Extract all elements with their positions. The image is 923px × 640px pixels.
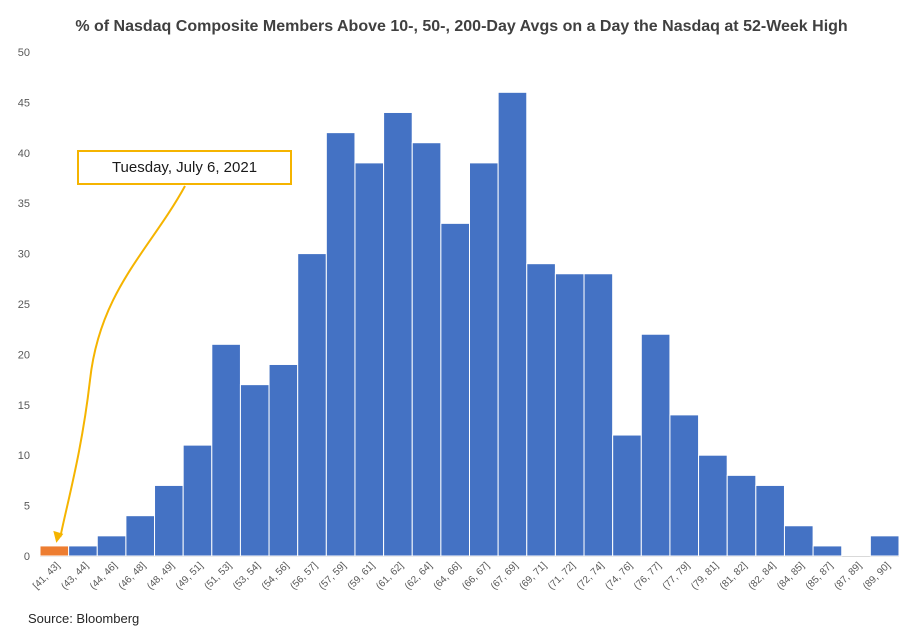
x-tick-label: (62, 64] xyxy=(403,560,435,592)
x-tick-label: (66, 67] xyxy=(460,560,492,592)
bar xyxy=(297,253,327,557)
bar xyxy=(812,545,843,557)
x-tick-label: (87, 89] xyxy=(832,560,864,592)
bar xyxy=(526,263,556,557)
bar xyxy=(583,273,614,557)
x-tick-label: (64, 66] xyxy=(432,560,464,592)
x-tick-label: (81, 82] xyxy=(718,560,750,592)
y-tick-label: 45 xyxy=(18,97,30,109)
bar xyxy=(125,515,156,557)
annotation-arrow-line xyxy=(59,185,186,538)
x-tick-label: (57, 59] xyxy=(317,560,349,592)
bar xyxy=(469,162,499,557)
y-tick-label: 0 xyxy=(24,551,30,563)
bar xyxy=(411,142,442,557)
bar xyxy=(354,162,385,557)
x-tick-label: (44, 46] xyxy=(88,560,120,592)
bar xyxy=(755,484,785,557)
y-tick-label: 50 xyxy=(18,47,30,59)
x-tick-label: (76, 77] xyxy=(632,560,664,592)
y-tick-label: 30 xyxy=(18,249,30,261)
bar xyxy=(383,111,413,557)
x-tick-label: (89, 90] xyxy=(861,560,893,592)
x-tick-label: (48, 49] xyxy=(145,560,177,592)
x-tick-label: (79, 81] xyxy=(689,560,721,592)
annotation-text: Tuesday, July 6, 2021 xyxy=(111,159,258,176)
y-tick-label: 20 xyxy=(18,349,30,361)
bar xyxy=(325,132,356,557)
bar xyxy=(612,434,642,557)
x-tick-label: (56, 57] xyxy=(288,560,320,592)
x-tick-label: (82, 84] xyxy=(747,560,779,592)
y-tick-label: 15 xyxy=(18,400,30,412)
y-tick-label: 25 xyxy=(18,299,30,311)
highlighted-bar xyxy=(39,545,70,557)
x-tick-label: (43, 44] xyxy=(59,560,91,592)
y-tick-label: 10 xyxy=(18,450,30,462)
x-tick-label: (85, 87] xyxy=(804,560,836,592)
y-tick-label: 40 xyxy=(18,148,30,160)
bar xyxy=(869,535,900,557)
bar xyxy=(182,444,213,557)
bar xyxy=(497,91,528,557)
bar xyxy=(669,414,700,557)
bar xyxy=(96,535,127,557)
x-tick-label: (51, 53] xyxy=(202,560,234,592)
x-tick-label: (67, 69] xyxy=(489,560,521,592)
bar xyxy=(726,474,757,557)
x-tick-label: [41, 43] xyxy=(31,560,63,592)
bar xyxy=(268,363,299,557)
x-tick-label: (49, 51] xyxy=(174,560,206,592)
bar xyxy=(154,484,184,557)
y-tick-label: 5 xyxy=(24,501,30,513)
x-tick-label: (69, 71] xyxy=(517,560,549,592)
bar xyxy=(640,333,671,557)
bar xyxy=(239,384,270,557)
bar xyxy=(554,273,585,557)
x-tick-label: (59, 61] xyxy=(346,560,378,592)
x-tick-label: (46, 48] xyxy=(117,560,149,592)
x-tick-label: (84, 85] xyxy=(775,560,807,592)
x-tick-label: (77, 79] xyxy=(661,560,693,592)
x-tick-label: (53, 54] xyxy=(231,560,263,592)
annotation-callout: Tuesday, July 6, 2021 xyxy=(77,150,292,185)
bar xyxy=(211,343,241,557)
annotation-arrowhead xyxy=(53,530,64,543)
source-note: Source: Bloomberg xyxy=(28,611,140,626)
y-tick-label: 35 xyxy=(18,198,30,210)
x-tick-label: (71, 72] xyxy=(546,560,578,592)
bar xyxy=(698,454,728,557)
x-tick-label: (54, 56] xyxy=(260,560,292,592)
x-tick-label: (74, 76] xyxy=(603,560,635,592)
bar xyxy=(783,525,814,557)
bar xyxy=(440,222,471,557)
bar xyxy=(68,545,98,557)
chart-title: % of Nasdaq Composite Members Above 10-,… xyxy=(75,18,848,35)
x-tick-label: (72, 74] xyxy=(575,560,607,592)
x-tick-label: (61, 62] xyxy=(374,560,406,592)
